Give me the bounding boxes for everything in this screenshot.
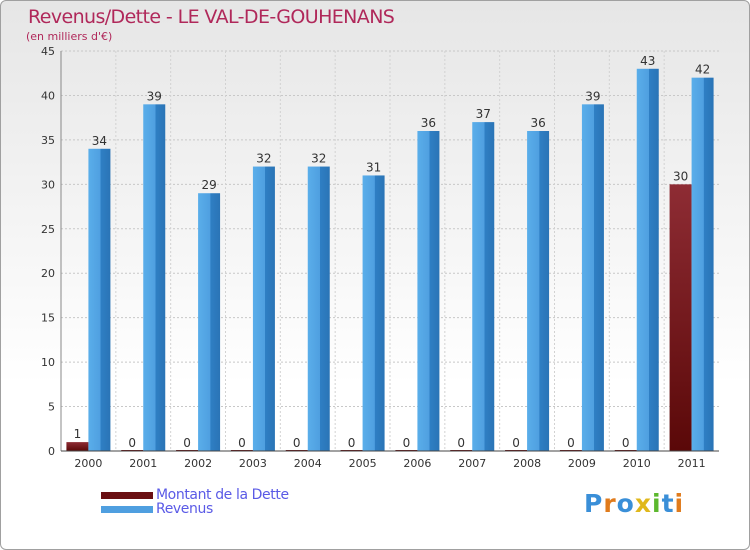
- x-tick-label: 2007: [458, 457, 486, 470]
- logo-letter: t: [661, 489, 675, 518]
- x-tick-label: 2010: [623, 457, 651, 470]
- bar-revenus: [636, 68, 659, 452]
- x-tick-label: 2008: [513, 457, 541, 470]
- x-tick-label: 2005: [349, 457, 377, 470]
- legend-swatch-dette: [101, 492, 153, 499]
- data-label-dette: 0: [622, 436, 630, 450]
- data-label-revenus: 31: [366, 160, 381, 174]
- legend-swatch-revenus: [101, 506, 153, 513]
- bar-dette: [66, 442, 89, 451]
- y-tick-label: 45: [41, 45, 55, 58]
- data-label-revenus: 36: [421, 116, 436, 130]
- x-tick-label: 2002: [184, 457, 212, 470]
- x-tick-label: 2006: [403, 457, 431, 470]
- data-label-revenus: 32: [311, 152, 326, 166]
- bar-revenus: [198, 193, 221, 451]
- y-tick-label: 40: [41, 89, 55, 102]
- y-axis: 0 5 10 15 20 25 30 35 40 45: [41, 45, 62, 458]
- data-label-dette: 30: [673, 169, 688, 183]
- logo-letter: o: [616, 489, 635, 518]
- legend-label-dette: Montant de la Dette: [156, 487, 289, 503]
- bar-revenus: [691, 77, 714, 452]
- data-label-revenus: 34: [92, 134, 107, 148]
- x-tick-label: 2001: [129, 457, 157, 470]
- data-label-dette: 0: [403, 436, 411, 450]
- y-tick-label: 0: [48, 445, 55, 458]
- bar-revenus: [581, 104, 604, 451]
- y-tick-label: 10: [41, 356, 55, 369]
- data-label-revenus: 36: [530, 116, 545, 130]
- y-tick-label: 35: [41, 134, 55, 147]
- data-label-dette: 0: [128, 436, 136, 450]
- y-tick-label: 25: [41, 223, 55, 236]
- y-tick-label: 5: [48, 401, 55, 414]
- data-label-dette: 0: [567, 436, 575, 450]
- data-label-revenus: 42: [695, 63, 710, 77]
- data-label-dette: 0: [512, 436, 520, 450]
- bar-revenus: [527, 131, 550, 451]
- proxiti-logo: Proxiti: [584, 489, 684, 518]
- x-tick-label: 2004: [294, 457, 322, 470]
- chart-subtitle: (en milliers d'€): [26, 30, 113, 43]
- bar-revenus: [307, 166, 330, 452]
- grid-lines: [61, 50, 719, 451]
- chart-title: Revenus/Dette - LE VAL-DE-GOUHENANS: [28, 6, 395, 28]
- logo-letter: i: [652, 489, 662, 518]
- data-labels: 1 34 0 39 0 29 0 32 0 32 0 31 0 36 0 37 0 36 0 39 0 43 30 42: [74, 54, 711, 450]
- y-tick-label: 30: [41, 178, 55, 191]
- x-tick-label: 2011: [678, 457, 706, 470]
- data-label-dette: 0: [348, 436, 356, 450]
- logo-letter: r: [603, 489, 617, 518]
- x-axis: 2000 2001 2002 2003 2004 2005 2006 2007 2008 2009…: [61, 450, 719, 470]
- x-tick-label: 2003: [239, 457, 267, 470]
- data-label-revenus: 29: [201, 178, 216, 192]
- y-tick-label: 15: [41, 312, 55, 325]
- data-label-dette: 0: [238, 436, 246, 450]
- logo-letter: P: [584, 489, 604, 518]
- data-label-revenus: 37: [476, 107, 491, 121]
- data-label-revenus: 32: [256, 152, 271, 166]
- data-label-dette: 0: [293, 436, 301, 450]
- logo-letter: x: [634, 489, 652, 518]
- data-label-dette: 0: [183, 436, 191, 450]
- bar-revenus: [472, 122, 495, 451]
- data-label-revenus: 39: [585, 89, 600, 103]
- x-tick-label: 2000: [74, 457, 102, 470]
- bar-revenus: [362, 175, 385, 451]
- data-label-dette: 1: [74, 427, 82, 441]
- x-tick-label: 2009: [568, 457, 596, 470]
- data-label-revenus: 39: [147, 89, 162, 103]
- legend-label-revenus: Revenus: [156, 501, 213, 517]
- bar-revenus: [88, 148, 111, 451]
- logo-letter: i: [674, 489, 685, 518]
- bar-dette: [669, 184, 692, 452]
- y-tick-label: 20: [41, 267, 55, 280]
- bar-revenus: [252, 166, 275, 452]
- bar-revenus: [417, 131, 440, 451]
- bar-revenus: [143, 104, 166, 451]
- data-label-revenus: 43: [640, 54, 655, 68]
- data-label-dette: 0: [457, 436, 465, 450]
